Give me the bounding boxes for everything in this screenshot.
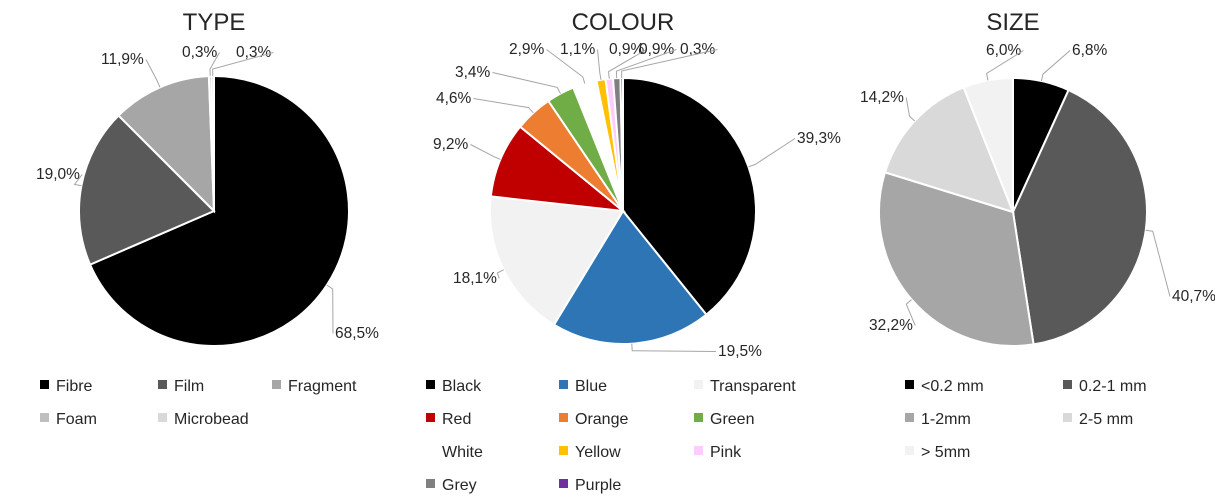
size-legend-swatch-2-5-mm bbox=[1063, 413, 1072, 422]
size-slice-2-5-mm bbox=[883, 86, 1015, 214]
size-data-label-0-2-mm: 6,8% bbox=[1072, 42, 1108, 59]
colour-slice-purple bbox=[619, 76, 624, 212]
type-leader-line-film bbox=[73, 174, 83, 187]
size-leader-line-2-5-mm bbox=[905, 97, 916, 122]
type-data-label-foam: 0,3% bbox=[182, 44, 218, 61]
type-leader-line-fragment bbox=[145, 59, 161, 88]
colour-data-label-green: 3,4% bbox=[455, 64, 491, 81]
colour-legend-swatch-grey bbox=[426, 479, 435, 488]
colour-legend-label-blue: Blue bbox=[575, 378, 607, 395]
colour-data-label-grey: 0,9% bbox=[639, 41, 675, 58]
size-leader-line-0-2-1-mm bbox=[1145, 229, 1171, 297]
colour-legend-label-orange: Orange bbox=[575, 411, 628, 428]
colour-chart-title: COLOUR bbox=[572, 9, 675, 36]
type-leader-line-foam bbox=[209, 52, 220, 77]
size-legend-swatch-0-2-1-mm bbox=[1063, 380, 1072, 389]
size-data-label-0-2-1-mm: 40,7% bbox=[1172, 288, 1215, 305]
colour-slice-transparent bbox=[489, 195, 625, 327]
colour-legend-label-white: White bbox=[442, 444, 483, 461]
size-legend-label-1-2mm: 1-2mm bbox=[921, 411, 971, 428]
colour-leader-line-green bbox=[492, 72, 561, 94]
colour-data-label-black: 39,3% bbox=[797, 130, 841, 147]
colour-legend-swatch-orange bbox=[559, 413, 568, 422]
colour-data-label-purple: 0,3% bbox=[680, 41, 716, 58]
type-legend-label-fragment: Fragment bbox=[288, 378, 357, 395]
type-legend-swatch-foam bbox=[40, 413, 49, 422]
colour-legend-swatch-blue bbox=[559, 380, 568, 389]
colour-legend-swatch-white bbox=[426, 446, 435, 455]
colour-legend-label-green: Green bbox=[710, 411, 754, 428]
size-legend-swatch-5mm bbox=[905, 446, 914, 455]
colour-data-label-red: 9,2% bbox=[433, 136, 469, 153]
type-data-label-microbead: 0,3% bbox=[236, 44, 272, 61]
colour-legend-label-pink: Pink bbox=[710, 444, 742, 461]
size-data-label-5mm: 6,0% bbox=[986, 42, 1022, 59]
size-legend-label-5mm: > 5mm bbox=[921, 444, 970, 461]
type-legend-label-microbead: Microbead bbox=[174, 411, 249, 428]
colour-data-label-yellow: 1,1% bbox=[560, 41, 596, 58]
colour-legend-label-red: Red bbox=[442, 411, 471, 428]
type-legend-swatch-microbead bbox=[158, 413, 167, 422]
size-leader-line-1-2mm bbox=[905, 299, 916, 326]
size-legend-swatch-0-2-mm bbox=[905, 380, 914, 389]
type-slice-microbead bbox=[210, 74, 215, 212]
colour-legend-label-grey: Grey bbox=[442, 477, 477, 494]
colour-data-label-blue: 19,5% bbox=[718, 343, 762, 360]
colour-legend-swatch-pink bbox=[694, 446, 703, 455]
type-slice-film bbox=[78, 114, 216, 266]
colour-legend-label-black: Black bbox=[442, 378, 482, 395]
colour-leader-line-black bbox=[748, 138, 796, 168]
colour-leader-line-purple bbox=[621, 49, 718, 78]
size-slice-1-2mm bbox=[878, 171, 1035, 347]
colour-leader-line-blue bbox=[631, 343, 717, 352]
colour-legend-swatch-yellow bbox=[559, 446, 568, 455]
colour-data-label-transparent: 18,1% bbox=[453, 270, 497, 287]
colour-leader-line-grey bbox=[615, 49, 677, 79]
colour-legend-swatch-transparent bbox=[694, 380, 703, 389]
type-legend-label-fibre: Fibre bbox=[56, 378, 93, 395]
type-legend-label-foam: Foam bbox=[56, 411, 97, 428]
colour-leader-line-pink bbox=[607, 49, 647, 79]
size-leader-line-5mm bbox=[986, 50, 1024, 81]
type-data-label-fibre: 68,5% bbox=[335, 325, 379, 342]
type-data-label-fragment: 11,9% bbox=[101, 51, 144, 68]
colour-leader-line-orange bbox=[473, 98, 534, 114]
colour-leader-line-red bbox=[470, 144, 501, 160]
type-legend-swatch-film bbox=[158, 380, 167, 389]
colour-legend-swatch-purple bbox=[559, 479, 568, 488]
type-slice-fragment bbox=[117, 75, 216, 214]
size-chart-title: SIZE bbox=[986, 9, 1039, 36]
colour-leader-line-transparent bbox=[496, 269, 504, 279]
colour-legend-swatch-green bbox=[694, 413, 703, 422]
colour-data-label-white: 2,9% bbox=[509, 41, 545, 58]
size-data-label-1-2mm: 32,2% bbox=[869, 317, 913, 334]
colour-legend-swatch-red bbox=[426, 413, 435, 422]
colour-data-label-pink: 0,9% bbox=[609, 41, 645, 58]
type-slice-fibre bbox=[88, 74, 350, 347]
size-legend-label-0-2-1-mm: 0.2-1 mm bbox=[1079, 378, 1147, 395]
colour-slice-black bbox=[622, 76, 757, 317]
type-legend-swatch-fragment bbox=[272, 380, 281, 389]
size-legend-swatch-1-2mm bbox=[905, 413, 914, 422]
colour-legend-label-yellow: Yellow bbox=[575, 444, 621, 461]
colour-legend-label-purple: Purple bbox=[575, 477, 621, 494]
colour-legend-label-transparent: Transparent bbox=[710, 378, 796, 395]
size-data-label-2-5-mm: 14,2% bbox=[860, 89, 904, 106]
colour-legend-swatch-black bbox=[426, 380, 435, 389]
type-legend-swatch-fibre bbox=[40, 380, 49, 389]
type-leader-line-fibre bbox=[326, 284, 334, 334]
colour-slice-blue bbox=[552, 209, 708, 345]
size-leader-line-0-2-mm bbox=[1040, 50, 1071, 82]
size-legend-label-2-5-mm: 2-5 mm bbox=[1079, 411, 1133, 428]
colour-leader-line-yellow bbox=[597, 49, 602, 80]
type-data-label-film: 19,0% bbox=[36, 166, 80, 183]
type-leader-line-microbead bbox=[212, 52, 274, 76]
size-legend-label-0-2-mm: <0.2 mm bbox=[921, 378, 984, 395]
colour-data-label-orange: 4,6% bbox=[436, 90, 472, 107]
type-chart-title: TYPE bbox=[183, 9, 246, 36]
colour-leader-line-white bbox=[546, 49, 586, 84]
type-legend-label-film: Film bbox=[174, 378, 204, 395]
